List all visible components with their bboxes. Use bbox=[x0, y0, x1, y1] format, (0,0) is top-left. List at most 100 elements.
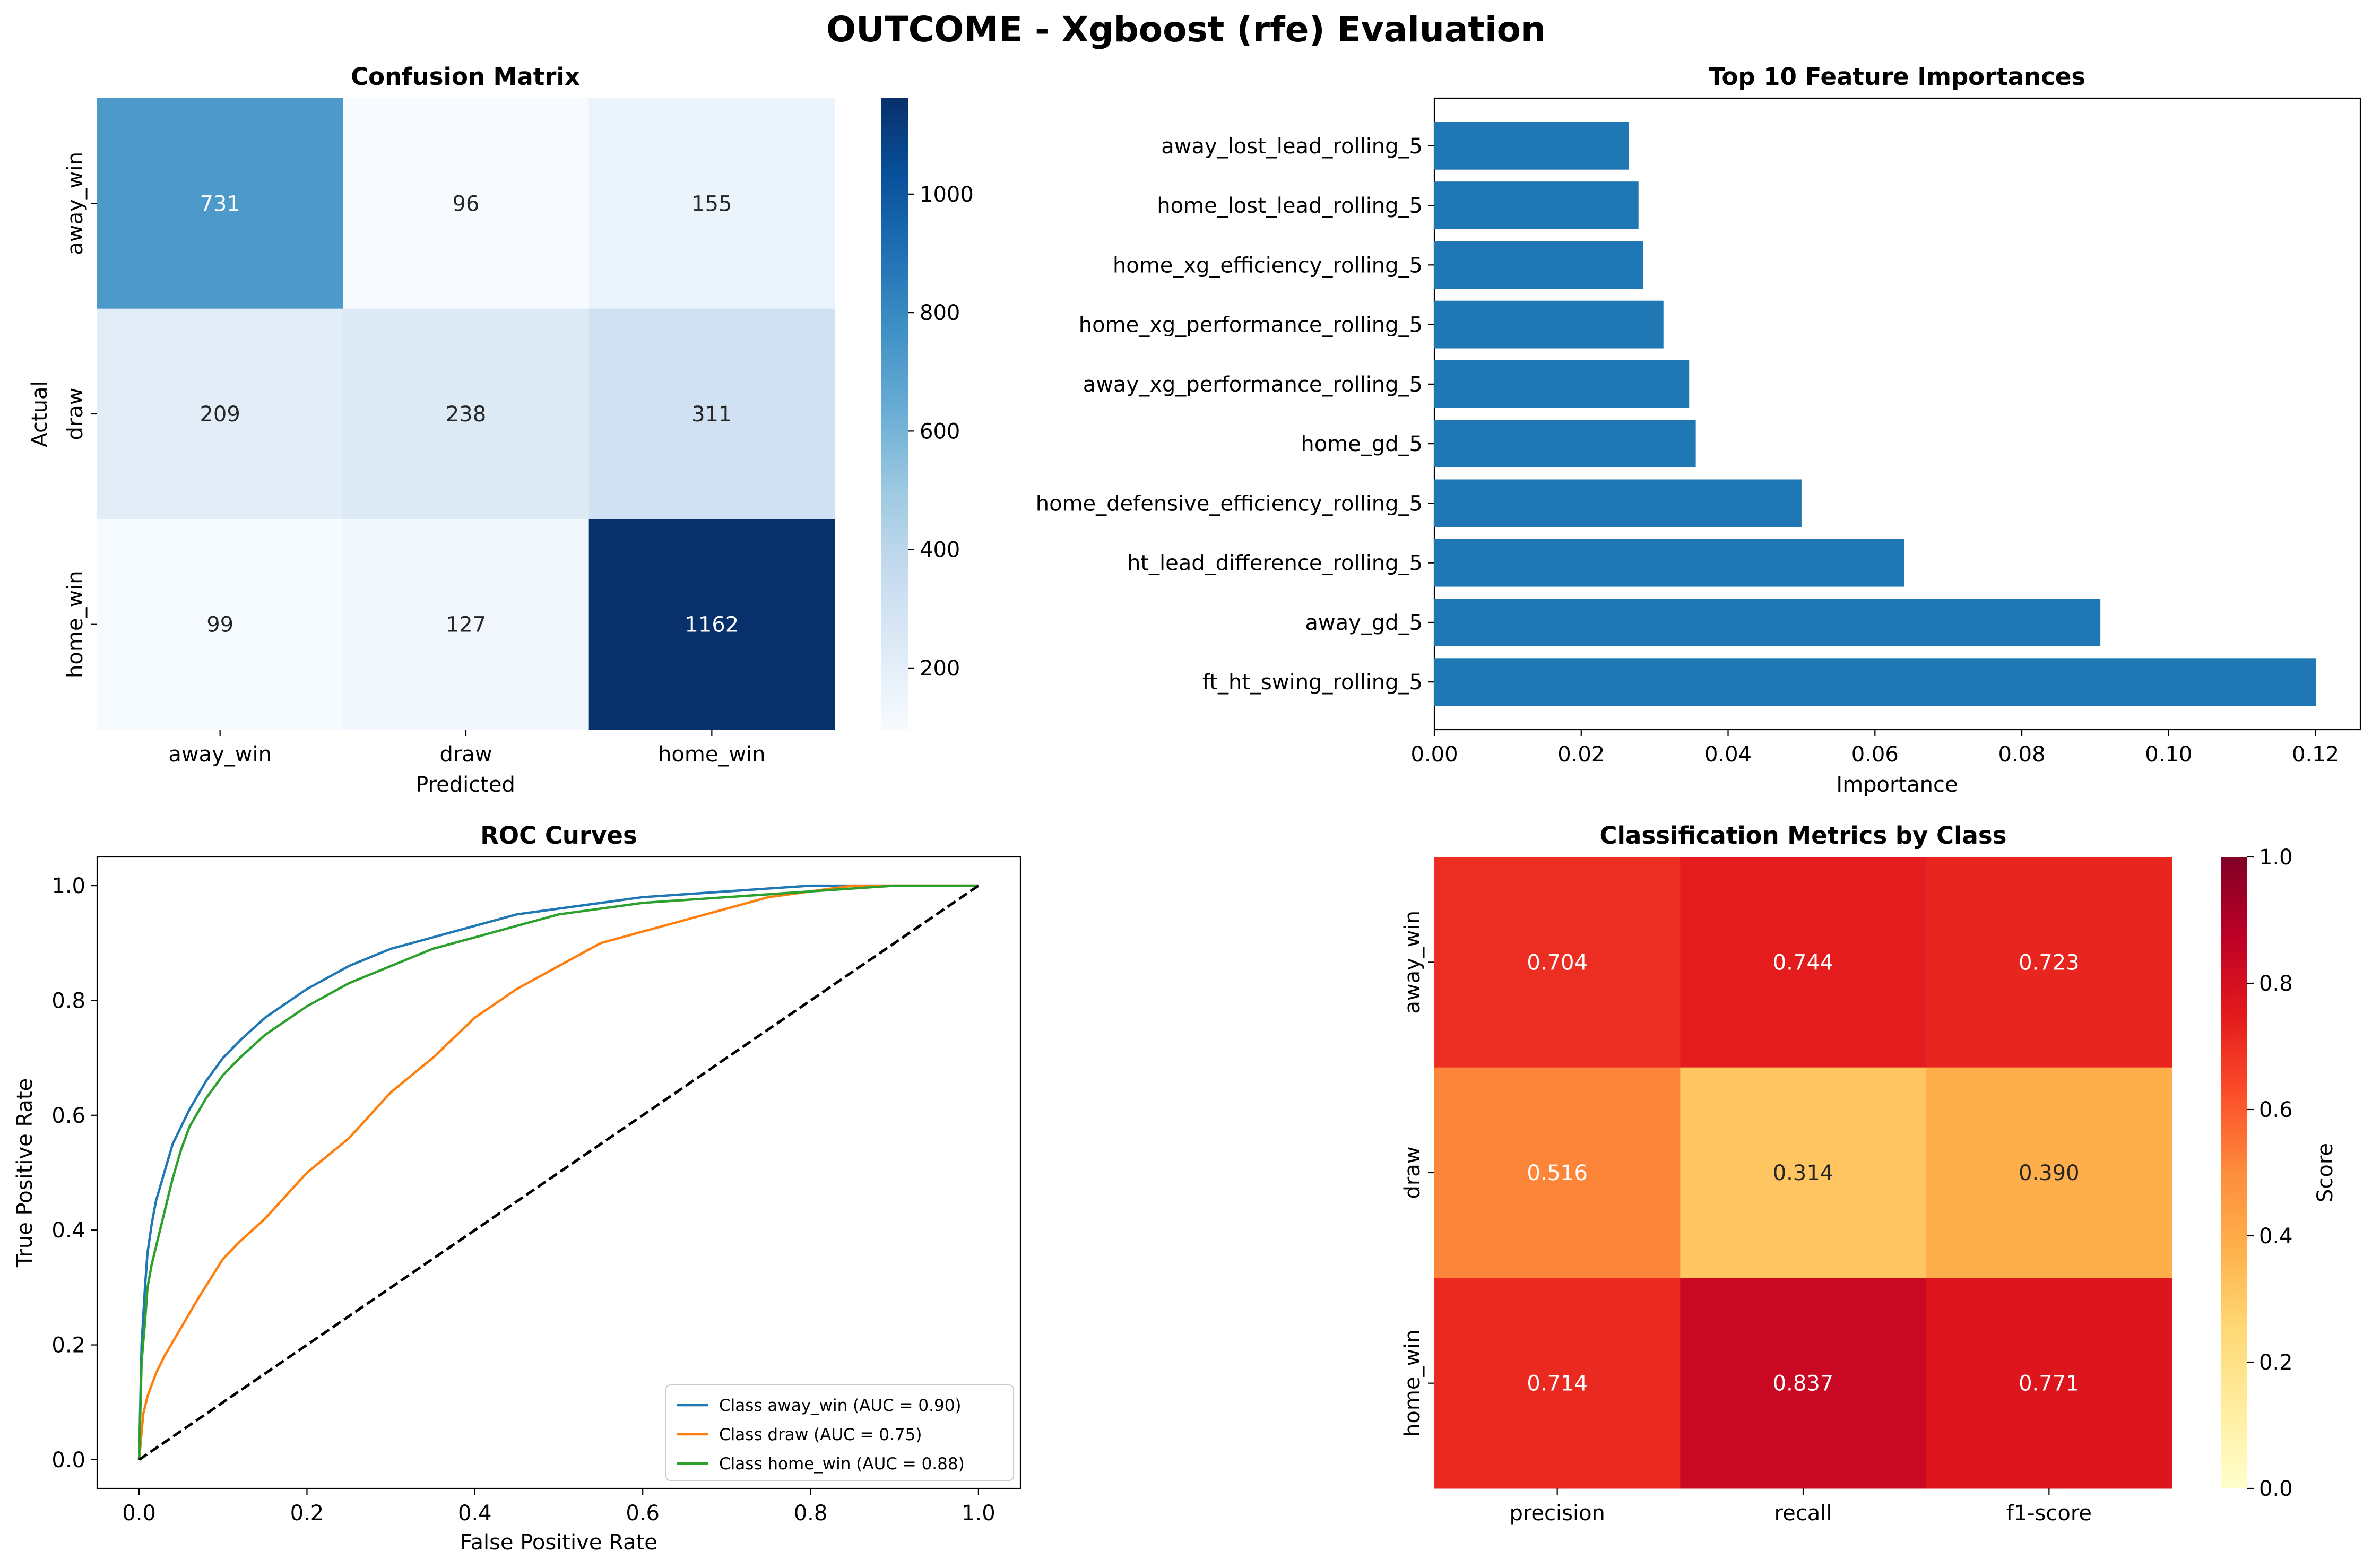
feature-importance-x-tick-label: 0.08 bbox=[1998, 742, 2046, 767]
roc-y-tick-label: 0.4 bbox=[51, 1218, 85, 1243]
cm-cell bbox=[343, 519, 590, 730]
roc-curves bbox=[137, 884, 980, 1461]
roc-title: ROC Curves bbox=[480, 821, 637, 850]
roc-y-tick-label: 0.6 bbox=[51, 1104, 85, 1128]
feature-importance-x-tick-label: 0.10 bbox=[2145, 742, 2192, 767]
cm-x-tick-label: draw bbox=[439, 742, 492, 767]
cm-y-tick-label: away_win bbox=[63, 152, 88, 255]
feature-importance-y-tick-label: home_gd_5 bbox=[1301, 432, 1423, 456]
confusion-matrix-title: Confusion Matrix bbox=[351, 63, 580, 91]
mt-cell bbox=[1434, 857, 1681, 1068]
feature-importance-x-tick-label: 0.06 bbox=[1851, 742, 1899, 767]
feature-importance-bar bbox=[1434, 181, 1639, 229]
feature-importance-xlabel: Importance bbox=[1836, 773, 1958, 797]
roc-x-tick-label: 0.8 bbox=[794, 1501, 828, 1526]
roc-axes-frame bbox=[96, 856, 1021, 1489]
feature-importance-bar bbox=[1434, 420, 1696, 468]
feature-importance-axes-frame bbox=[1433, 97, 2361, 731]
confusion-matrix-colorbar bbox=[881, 98, 908, 730]
roc-x-tick-label: 0.6 bbox=[626, 1501, 660, 1526]
roc-ylabel: True Positive Rate bbox=[13, 1078, 37, 1268]
feature-importance-x-tick-label: 0.00 bbox=[1410, 742, 1458, 767]
cm-y-tick-label: home_win bbox=[63, 570, 88, 678]
mt-x-tick-label: recall bbox=[1774, 1501, 1832, 1526]
roc-x-tick-label: 1.0 bbox=[962, 1501, 995, 1526]
confusion-matrix-cells: 731 96 155 209 238 311 99 127 1162 bbox=[97, 98, 835, 730]
cm-cell bbox=[588, 308, 835, 519]
roc-legend: Class away_win (AUC = 0.90) Class draw (A… bbox=[665, 1384, 1014, 1481]
mt-cell-label: 0.771 bbox=[2019, 1372, 2080, 1396]
feature-importance-bar bbox=[1434, 479, 1802, 527]
roc-panel: ROC Curves 0.0 0.2 0.4 0.6 0.8 1.0 0.00.20.40… bbox=[13, 821, 1021, 1555]
feature-importance-bar bbox=[1434, 122, 1629, 170]
feature-importance-y-tick-label: ht_lead_difference_rolling_5 bbox=[1127, 551, 1423, 576]
feature-importance-bar bbox=[1434, 360, 1690, 408]
feature-importance-y-tick-label: away_gd_5 bbox=[1305, 611, 1423, 635]
metrics-x-ticks: precision recall f1-score bbox=[1509, 1488, 2092, 1526]
confusion-matrix-xlabel: Predicted bbox=[415, 773, 515, 797]
feature-importance-x-tick-label: 0.02 bbox=[1557, 742, 1605, 767]
cm-cell-label: 731 bbox=[200, 192, 240, 216]
metrics-panel: Classification Metrics by Class 0.704 0.7… bbox=[1400, 821, 2338, 1526]
confusion-matrix-ylabel: Actual bbox=[28, 380, 52, 447]
figure-suptitle: OUTCOME - Xgboost (rfe) Evaluation bbox=[826, 9, 1546, 50]
mt-colorbar-tick-label: 0.2 bbox=[2259, 1350, 2293, 1375]
cm-cell bbox=[97, 308, 343, 519]
feature-importance-bars bbox=[1434, 122, 2316, 706]
feature-importance-x-tick-label: 0.04 bbox=[1704, 742, 1752, 767]
cm-cell bbox=[343, 308, 590, 519]
roc-xlabel: False Positive Rate bbox=[460, 1530, 657, 1555]
cm-cell-label: 127 bbox=[446, 613, 486, 637]
feature-importance-bar bbox=[1434, 658, 2316, 706]
metrics-colorbar-ticks: 0.0 0.2 0.4 0.6 0.8 1.0 bbox=[2247, 845, 2293, 1501]
roc-legend-label: Class draw (AUC = 0.75) bbox=[719, 1425, 922, 1444]
mt-cell bbox=[1926, 857, 2172, 1068]
mt-cell-label: 0.390 bbox=[2019, 1161, 2080, 1185]
mt-cell bbox=[1680, 1067, 1927, 1278]
roc-legend-box bbox=[665, 1384, 1014, 1481]
mt-x-tick-label: f1-score bbox=[2006, 1501, 2092, 1526]
feature-importance-panel: Top 10 Feature Importances away_lost_lea… bbox=[1036, 63, 2361, 797]
cm-y-tick-label: draw bbox=[63, 387, 88, 440]
mt-colorbar-tick-label: 0.6 bbox=[2259, 1098, 2293, 1122]
cm-cell bbox=[343, 98, 590, 309]
feature-importance-x-ticks: 0.00 0.02 0.04 0.06 0.08 0.10 0.12 bbox=[1410, 730, 2339, 767]
roc-y-tick-label: 0.8 bbox=[51, 989, 85, 1013]
feature-importance-y-tick-label: away_xg_performance_rolling_5 bbox=[1083, 372, 1423, 397]
cm-cell bbox=[97, 98, 343, 309]
roc-legend-label: Class home_win (AUC = 0.88) bbox=[719, 1454, 965, 1474]
mt-cell bbox=[1926, 1278, 2172, 1489]
metrics-cells: 0.704 0.744 0.723 0.516 0.314 0.390 0.714 0.837… bbox=[1434, 857, 2172, 1489]
roc-x-tick-label: 0.4 bbox=[458, 1501, 492, 1526]
mt-cell-label: 0.714 bbox=[1527, 1372, 1588, 1396]
cm-cell-label: 311 bbox=[691, 402, 732, 427]
feature-importance-bar bbox=[1434, 300, 1664, 349]
mt-y-tick-label: home_win bbox=[1400, 1329, 1425, 1437]
feature-importance-y-tick-label: home_defensive_efficiency_rolling_5 bbox=[1036, 491, 1423, 516]
feature-importance-x-tick-label: 0.12 bbox=[2292, 742, 2339, 767]
mt-cell-label: 0.723 bbox=[2019, 950, 2080, 975]
mt-cell-label: 0.516 bbox=[1527, 1161, 1588, 1185]
mt-cell-label: 0.314 bbox=[1773, 1161, 1834, 1185]
roc-y-tick-label: 0.0 bbox=[51, 1448, 85, 1472]
confusion-matrix-colorbar-ticks: 200 400 600 800 1000 bbox=[908, 183, 974, 681]
feature-importance-bar bbox=[1434, 599, 2101, 646]
cm-cell bbox=[588, 519, 835, 730]
mt-cell bbox=[1680, 857, 1927, 1068]
feature-importance-y-tick-label: away_lost_lead_rolling_5 bbox=[1161, 134, 1423, 159]
cm-colorbar-tick-label: 400 bbox=[920, 538, 960, 562]
mt-cell bbox=[1680, 1278, 1927, 1489]
mt-colorbar-tick-label: 0.8 bbox=[2259, 972, 2293, 996]
roc-x-tick-label: 0.0 bbox=[122, 1501, 156, 1526]
cm-colorbar-tick-label: 200 bbox=[920, 656, 960, 681]
cm-cell-label: 238 bbox=[446, 402, 486, 427]
mt-colorbar-tick-label: 0.0 bbox=[2259, 1477, 2293, 1501]
cm-cell-label: 99 bbox=[206, 613, 233, 637]
mt-cell bbox=[1926, 1067, 2172, 1278]
roc-y-tick-label: 1.0 bbox=[51, 874, 85, 898]
mt-colorbar-tick-label: 1.0 bbox=[2259, 845, 2293, 870]
feature-importance-y-ticks: away_lost_lead_rolling_5 home_lost_lead_r… bbox=[1036, 134, 1434, 695]
cm-cell bbox=[588, 98, 835, 309]
